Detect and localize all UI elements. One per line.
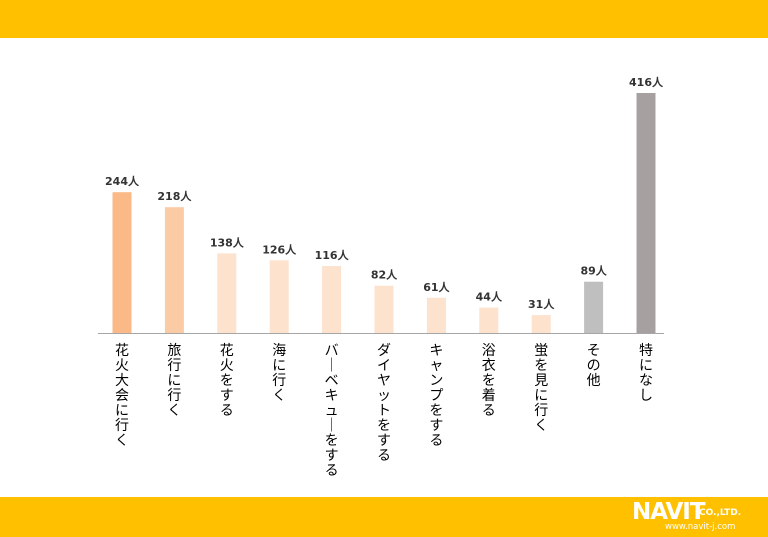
logo-name: NAVIT [632,499,706,525]
data-labels-layer: 244人 218人 138人 126人 116人 82人 61人 44人 31人 89人 416人 [105,75,664,311]
bottom-banner [0,497,768,537]
bar [584,281,604,333]
category-label: 浴衣を着る [482,343,496,419]
data-label: 416人 [629,75,664,89]
data-label: 126人 [262,242,297,256]
category-labels-layer: 花火大会に行く 旅行に行く 花火をする 海に行く バ｜ベキュ｜をする ダイヤットをする キャ… [115,343,653,479]
logo-suffix: CO.,LTD. [699,508,742,518]
bar [479,307,499,333]
data-label: 61人 [423,280,450,294]
category-label: 特になし [639,343,653,404]
data-label: 89人 [580,264,607,278]
category-label: その他 [587,343,601,389]
bar [426,297,446,333]
bar [269,260,289,333]
data-label: 116人 [315,248,350,262]
data-label: 218人 [157,189,192,203]
category-label: 旅行に行く [167,343,181,419]
navit-logo: NAVIT CO.,LTD. www.navit-j.com [632,500,764,534]
category-label: 海に行く [272,343,286,404]
bar [374,285,394,333]
bar [322,266,342,333]
bar [636,93,656,333]
bars-layer [112,93,656,333]
bar [217,253,237,333]
data-label: 82人 [371,268,398,282]
bar [112,192,132,333]
data-label: 244人 [105,174,140,188]
bar [164,207,184,333]
logo-url: www.navit-j.com [665,522,736,532]
category-label: キャンプをする [429,343,443,449]
category-label: 花火大会に行く [115,343,129,449]
category-label: バ｜ベキュ｜をする [325,343,339,479]
data-label: 138人 [210,235,245,249]
category-label: 花火をする [220,343,234,419]
category-label: ダイヤットをする [377,343,391,464]
data-label: 44人 [476,290,503,304]
data-label: 31人 [528,297,555,311]
category-label: 蛍を見に行く [534,343,548,434]
top-banner [0,0,768,38]
bar [531,315,551,333]
